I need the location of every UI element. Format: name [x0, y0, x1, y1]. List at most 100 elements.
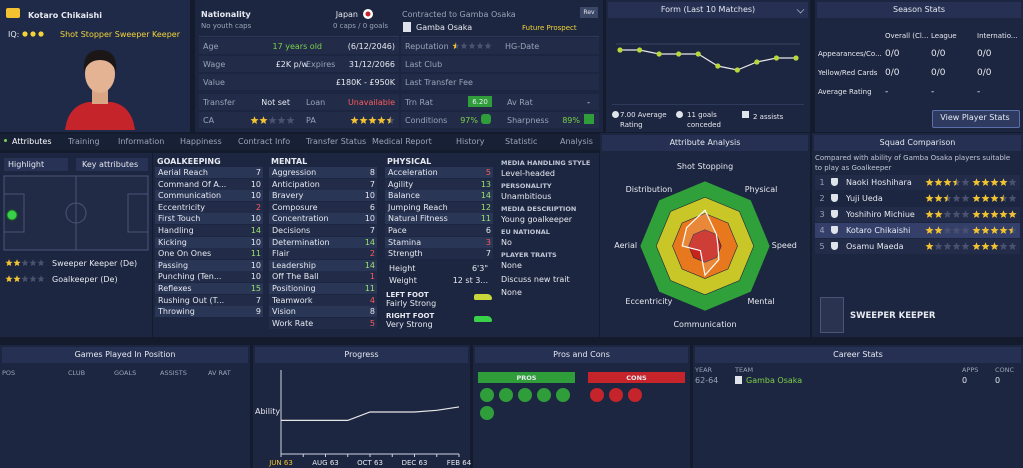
- tab[interactable]: History: [456, 137, 485, 146]
- position-name: Sweeper Keeper (De): [52, 259, 138, 268]
- attribute-value: 8: [369, 307, 375, 317]
- boot-icon: [474, 316, 492, 322]
- star-empty: [37, 275, 45, 282]
- attribute-value: 13: [480, 179, 491, 189]
- axis-label: Mental: [747, 297, 775, 307]
- column-header: AV RAT: [208, 369, 231, 377]
- icon: [6, 8, 20, 18]
- attribute-row: [385, 201, 493, 213]
- attribute-row: [385, 248, 493, 260]
- attribute-value: 10: [250, 191, 261, 201]
- view-stats-button[interactable]: [932, 110, 1020, 128]
- player-name: Osamu Maeda: [846, 242, 904, 251]
- label: CA: [203, 116, 215, 125]
- attribute-value: 8: [369, 168, 375, 177]
- label[interactable]: Highlight: [8, 160, 45, 169]
- star-empty: [468, 42, 476, 49]
- player-name: Kotaro Chikaishi: [28, 11, 102, 20]
- progress-line: [281, 406, 460, 422]
- tab-bar[interactable]: [0, 134, 600, 150]
- panel: [693, 345, 1023, 468]
- button-label[interactable]: View Player Stats: [940, 113, 1010, 122]
- position-name: Goalkeeper (De): [52, 275, 118, 284]
- stars: [972, 194, 1017, 202]
- star-filled: [999, 178, 1008, 186]
- tab[interactable]: Analysis: [560, 137, 593, 146]
- star-filled: [5, 259, 13, 266]
- attribute-value: 11: [250, 249, 261, 259]
- club-badge: [831, 194, 838, 202]
- tab[interactable]: Happiness: [180, 137, 222, 146]
- attribute-name: Command Of A...: [158, 179, 227, 189]
- attribute-row: [155, 178, 263, 190]
- pro-icon: [499, 388, 513, 402]
- highlight-dropdown[interactable]: [4, 158, 68, 171]
- key-dropdown[interactable]: [76, 158, 148, 171]
- attribute-row: [155, 271, 263, 283]
- label: 1: [819, 178, 825, 187]
- sharp-icon: [584, 114, 594, 124]
- attribute-row: [385, 178, 493, 190]
- media-label: PERSONALITY: [501, 182, 552, 190]
- label: Expires: [306, 60, 336, 69]
- star-filled: [972, 226, 981, 234]
- media-label: EU NATIONAL: [501, 228, 550, 236]
- tab[interactable]: Information: [118, 137, 165, 146]
- star-empty: [961, 226, 970, 234]
- label: Compared with ability of Gamba Osaka pla…: [815, 154, 1011, 172]
- stars: [925, 194, 970, 202]
- label: Gamba Osaka: [416, 23, 473, 32]
- label[interactable]: Discuss new trait: [501, 275, 570, 284]
- label[interactable]: Key attributes: [82, 160, 139, 169]
- stars-filled: [250, 116, 268, 124]
- tab[interactable]: Statistic: [505, 137, 538, 146]
- stars: [925, 226, 970, 234]
- radar-chart: [639, 180, 771, 312]
- stars-filled: [350, 116, 391, 124]
- label: Contracted to Gamba Osaka: [402, 10, 516, 19]
- tab[interactable]: Attributes: [12, 137, 52, 146]
- label: Height: [389, 264, 416, 273]
- attribute-name: One On Ones: [158, 249, 212, 259]
- star-rating: [5, 259, 45, 266]
- tab[interactable]: Medical Report: [372, 137, 432, 146]
- attribute-row: [155, 294, 263, 306]
- tab-dot[interactable]: [4, 139, 7, 142]
- panel: [0, 345, 250, 468]
- star-filled: [990, 194, 999, 202]
- attribute-value: 10: [250, 260, 261, 270]
- media-value: Level-headed: [501, 169, 555, 178]
- star-filled: [990, 178, 999, 186]
- attribute-row: [269, 236, 377, 248]
- pros-bar: [478, 372, 575, 383]
- panel-header: [608, 2, 808, 18]
- label: 62-64: [695, 376, 719, 385]
- attribute-row: [269, 201, 377, 213]
- pitch: [3, 175, 149, 251]
- attribute-value: 1: [369, 272, 375, 282]
- face: [85, 55, 115, 93]
- row: [199, 74, 399, 90]
- label: 0/0: [977, 49, 992, 59]
- label: £180K - £950K: [335, 78, 395, 87]
- star-rating: [972, 178, 1017, 186]
- attribute-value: 14: [364, 260, 375, 270]
- star-filled: [952, 178, 957, 186]
- attribute-name: Throwing: [158, 307, 195, 317]
- star-rating: [925, 194, 970, 202]
- attribute-value: 7: [255, 295, 261, 305]
- tab[interactable]: Training: [68, 137, 100, 146]
- attribute-value: 10: [250, 179, 261, 189]
- section-title: PHYSICAL: [387, 157, 432, 166]
- label: Weight: [389, 276, 417, 285]
- star-empty: [952, 194, 961, 202]
- attribute-name: Aggression: [272, 168, 317, 177]
- star-filled: [972, 210, 981, 218]
- stars-filled: [972, 226, 1013, 234]
- tab[interactable]: Transfer Status: [306, 137, 367, 146]
- axis-label: Eccentricity: [625, 297, 673, 307]
- row: [199, 56, 399, 72]
- label: 0/0: [885, 68, 900, 78]
- tab[interactable]: Contract Info: [238, 137, 291, 146]
